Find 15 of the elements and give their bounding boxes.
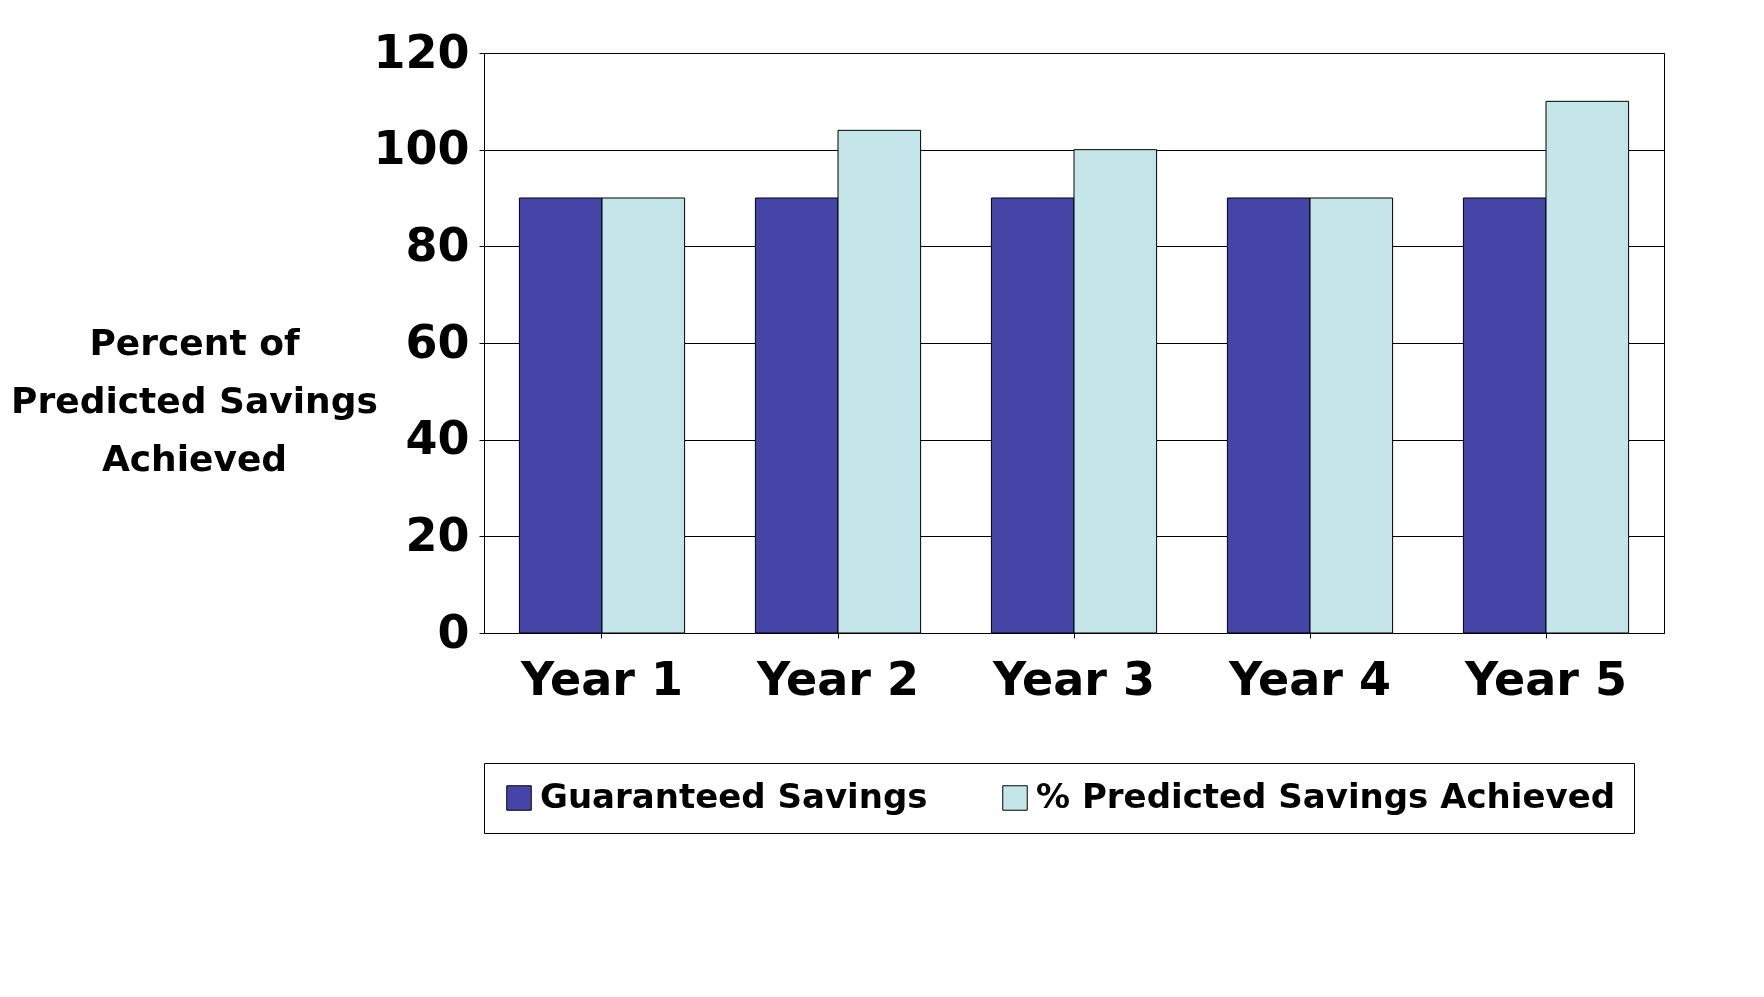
y-axis-title: Percent of Predicted Savings Achieved xyxy=(11,321,378,479)
y-tick-label: 0 xyxy=(437,604,470,659)
y-tick-label: 40 xyxy=(405,411,470,466)
legend-label: Guaranteed Savings xyxy=(540,776,928,816)
x-tick-label: Year 2 xyxy=(755,651,920,706)
y-tick-label: 80 xyxy=(405,217,470,272)
x-tick-label: Year 3 xyxy=(991,651,1156,706)
y-tick-label: 100 xyxy=(373,121,470,176)
x-tick-label: Year 5 xyxy=(1463,651,1628,706)
y-tick-label: 120 xyxy=(373,24,470,79)
x-tick-label: Year 1 xyxy=(519,651,684,706)
x-tick-label: Year 4 xyxy=(1227,651,1392,706)
y-tick-label: 60 xyxy=(405,314,470,369)
legend-label: % Predicted Savings Achieved xyxy=(1036,776,1616,816)
y-tick-label: 20 xyxy=(405,507,470,562)
